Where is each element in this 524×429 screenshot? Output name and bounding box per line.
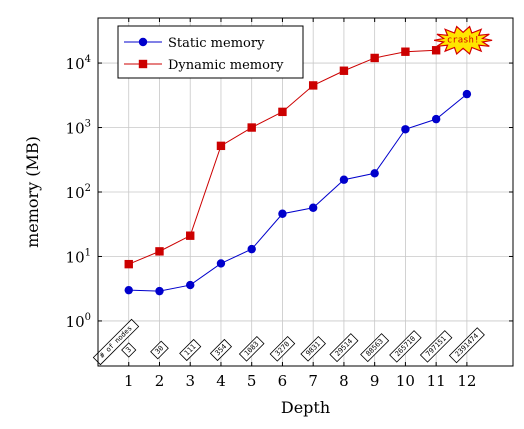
y-tick-label: 100 xyxy=(66,312,91,331)
x-tick-label: 8 xyxy=(339,372,349,390)
data-point-static xyxy=(278,209,287,218)
node-count-label: 3 xyxy=(121,342,137,358)
data-point-dynamic xyxy=(401,47,410,56)
node-count-box xyxy=(238,336,265,362)
y-tick-label-exponent: 3 xyxy=(85,119,91,130)
data-point-dynamic xyxy=(339,66,349,75)
node-count-label: 354 xyxy=(209,338,233,362)
node-count-box xyxy=(179,338,202,362)
data-point-static xyxy=(247,244,256,254)
series-layer xyxy=(124,46,472,296)
data-point-static xyxy=(216,259,226,268)
data-point-dynamic xyxy=(155,247,164,256)
y-tick-label-exponent: 4 xyxy=(85,54,91,65)
data-point-static xyxy=(401,125,410,134)
crash-marker: crash! xyxy=(433,25,493,55)
y-axis-label: memory (MB) xyxy=(23,136,42,248)
data-point-dynamic xyxy=(124,259,133,269)
crash-burst-icon xyxy=(433,25,493,55)
x-tick-label: 12 xyxy=(457,372,476,390)
series-line-0 xyxy=(128,93,468,292)
data-point-static xyxy=(462,89,472,99)
data-point-static xyxy=(186,280,195,290)
node-count-box xyxy=(329,333,359,363)
node-count-label: 111 xyxy=(179,338,202,362)
x-tick-label: 1 xyxy=(124,372,134,390)
node-count-box xyxy=(360,333,390,363)
y-tick-label: 104 xyxy=(66,54,91,73)
data-point-dynamic xyxy=(308,81,318,90)
y-tick-label-exponent: 2 xyxy=(85,183,91,194)
y-tick-label-exponent: 0 xyxy=(85,312,91,323)
node-count-box xyxy=(419,330,453,363)
y-tick-label: 101 xyxy=(66,247,91,266)
data-point-static xyxy=(339,175,349,184)
data-point-static xyxy=(370,169,379,178)
crash-label: crash! xyxy=(447,35,480,45)
data-point-static xyxy=(431,114,441,124)
x-axis-ticks: 1 2 3 4 5 6 7 8 9 10 11 12 xyxy=(124,18,476,390)
x-tick-label: 6 xyxy=(278,372,288,390)
y-tick-label: 102 xyxy=(66,183,91,202)
node-count-box xyxy=(448,327,485,364)
node-count-label: 30 xyxy=(150,340,169,360)
node-count-box xyxy=(389,330,422,363)
x-tick-label: 10 xyxy=(396,372,415,390)
data-point-static xyxy=(155,286,164,296)
node-count-box xyxy=(209,338,233,362)
data-point-dynamic xyxy=(431,46,441,55)
node-count-box xyxy=(300,336,326,362)
y-tick-label-base: 10 xyxy=(66,184,85,202)
node-count-text: 30 xyxy=(154,344,166,356)
y-tick-label-base: 10 xyxy=(66,120,85,138)
data-point-static xyxy=(308,203,318,212)
x-tick-label: 7 xyxy=(308,372,318,390)
legend-square-icon xyxy=(138,59,148,69)
y-tick-label-base: 10 xyxy=(66,313,85,331)
x-tick-label: 3 xyxy=(185,372,195,390)
node-count-text: 3 xyxy=(124,346,133,355)
x-tick-label: 4 xyxy=(216,372,226,390)
legend-entry-label: Static memory xyxy=(168,36,265,51)
node-count-box xyxy=(121,342,137,358)
x-tick-label: 2 xyxy=(155,372,165,390)
legend-circle-icon xyxy=(138,37,148,47)
node-count-box xyxy=(92,318,140,366)
y-tick-label: 103 xyxy=(66,119,91,138)
data-point-dynamic xyxy=(216,141,226,151)
legend-entry-label: Dynamic memory xyxy=(168,58,284,73)
legend: Static memory Dynamic memory xyxy=(117,25,304,79)
x-tick-label: 9 xyxy=(370,372,380,390)
node-count-box xyxy=(269,336,296,362)
legend-box xyxy=(117,25,304,79)
data-point-dynamic xyxy=(186,231,195,240)
data-point-dynamic xyxy=(370,53,379,63)
y-tick-label-base: 10 xyxy=(66,55,85,73)
data-point-dynamic xyxy=(247,123,256,132)
data-point-static xyxy=(124,285,133,295)
x-tick-label: 5 xyxy=(247,372,257,390)
data-point-dynamic xyxy=(278,107,287,117)
x-axis-label: Depth xyxy=(281,398,330,417)
x-tick-label: 11 xyxy=(427,372,446,390)
y-tick-label-base: 10 xyxy=(66,248,85,266)
y-tick-label-exponent: 1 xyxy=(85,247,91,258)
node-count-box xyxy=(150,340,169,360)
